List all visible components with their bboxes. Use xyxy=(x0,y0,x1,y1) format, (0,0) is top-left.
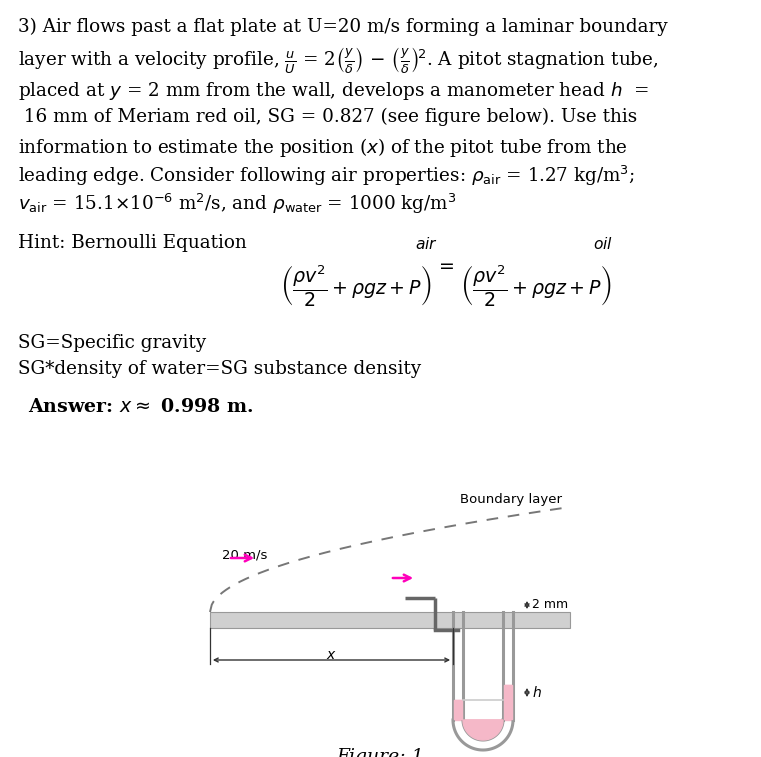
Text: $v_{\rm air}$ = 15.1$\times$10$^{-6}$ m$^2$/s, and $\rho_{\rm water}$ = 1000 kg/: $v_{\rm air}$ = 15.1$\times$10$^{-6}$ m$… xyxy=(18,192,457,216)
Text: information to estimate the position ($x$) of the pitot tube from the: information to estimate the position ($x… xyxy=(18,136,628,159)
Text: Answer: $x \approx$ 0.998 m.: Answer: $x \approx$ 0.998 m. xyxy=(28,398,254,416)
Text: $\left(\dfrac{\rho v^2}{2} + \rho gz + P\right)$: $\left(\dfrac{\rho v^2}{2} + \rho gz + P… xyxy=(280,264,431,310)
Text: $=$: $=$ xyxy=(435,256,454,274)
Text: SG*density of water=SG substance density: SG*density of water=SG substance density xyxy=(18,360,421,378)
Text: 3) Air flows past a flat plate at U=20 m/s forming a laminar boundary: 3) Air flows past a flat plate at U=20 m… xyxy=(18,18,667,36)
Text: $h$: $h$ xyxy=(532,685,542,700)
Text: $air$: $air$ xyxy=(415,236,438,253)
Text: $oil$: $oil$ xyxy=(593,236,613,253)
Text: Boundary layer: Boundary layer xyxy=(460,493,562,506)
Text: 16 mm of Meriam red oil, SG = 0.827 (see figure below). Use this: 16 mm of Meriam red oil, SG = 0.827 (see… xyxy=(18,108,637,126)
Bar xyxy=(210,612,570,628)
Text: leading edge. Consider following air properties: $\rho_{\rm air}$ = 1.27 kg/m$^3: leading edge. Consider following air pro… xyxy=(18,164,635,188)
Text: Figure: 1: Figure: 1 xyxy=(336,748,424,757)
Text: 2 mm: 2 mm xyxy=(532,599,568,612)
Polygon shape xyxy=(463,720,503,740)
Text: 20 m/s: 20 m/s xyxy=(222,548,267,561)
Polygon shape xyxy=(463,720,503,740)
Text: layer with a velocity profile, $\frac{u}{U}$ = 2$\left(\frac{y}{\delta}\right)$ : layer with a velocity profile, $\frac{u}… xyxy=(18,46,658,76)
Bar xyxy=(463,612,504,720)
Text: Hint: Bernoulli Equation: Hint: Bernoulli Equation xyxy=(18,234,247,252)
Text: placed at $y$ = 2 mm from the wall, develops a manometer head $h$  =: placed at $y$ = 2 mm from the wall, deve… xyxy=(18,80,649,102)
Text: SG=Specific gravity: SG=Specific gravity xyxy=(18,334,206,352)
Text: $\left(\dfrac{\rho v^2}{2} + \rho gz + P\right)$: $\left(\dfrac{\rho v^2}{2} + \rho gz + P… xyxy=(460,264,611,310)
Text: $x$: $x$ xyxy=(326,648,337,662)
